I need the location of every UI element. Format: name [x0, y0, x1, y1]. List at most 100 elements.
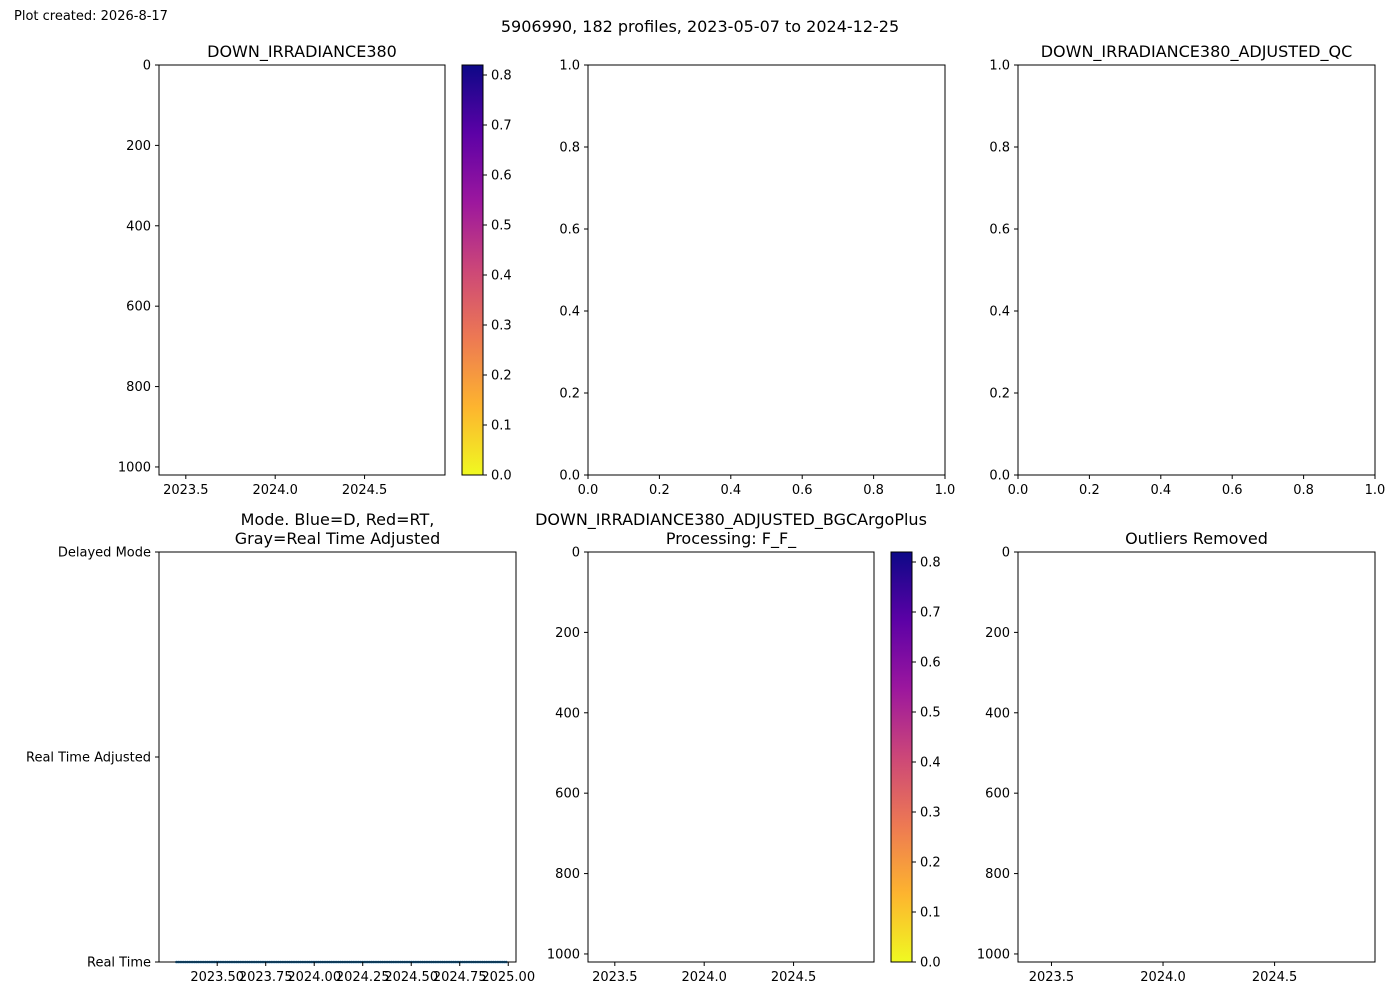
y-tick-label: 400 [126, 219, 151, 234]
colorbar-tick-label: 0.2 [491, 369, 512, 384]
y-tick-label: 200 [985, 626, 1010, 641]
colorbar [462, 65, 483, 475]
y-tick-label: 0 [143, 59, 151, 74]
colorbar [891, 552, 912, 962]
y-tick-label: 1000 [118, 460, 151, 475]
y-tick-label: 0.8 [559, 141, 580, 156]
figure-suptitle: 5906990, 182 profiles, 2023-05-07 to 202… [501, 17, 899, 36]
y-tick-label: 0.0 [559, 469, 580, 484]
plot-area [1018, 552, 1375, 962]
y-tick-label: 600 [126, 300, 151, 315]
y-tick-label: 0.2 [559, 387, 580, 402]
plot-area [588, 65, 945, 475]
x-tick-label: 0.4 [720, 483, 741, 498]
plot-created-note: Plot created: 2026-8-17 [14, 9, 168, 24]
colorbar-tick-label: 0.1 [920, 906, 941, 921]
y-tick-label: 1.0 [989, 59, 1010, 74]
axes-frame [1017, 551, 1376, 963]
colorbar-tick-label: 0.4 [491, 269, 512, 284]
colorbar-tick-label: 0.2 [920, 856, 941, 871]
y-tick-label: 1000 [977, 947, 1010, 962]
colorbar-tick-label: 0.0 [920, 956, 941, 971]
x-tick-label: 0.0 [1008, 483, 1029, 498]
colorbar-tick-label: 0.7 [920, 606, 941, 621]
x-tick-label: 2024.25 [336, 970, 390, 985]
y-tick-label: 400 [555, 706, 580, 721]
y-tick-label: 0.6 [559, 223, 580, 238]
panel-title: Gray=Real Time Adjusted [235, 529, 441, 548]
colorbar-tick-label: 0.5 [491, 219, 512, 234]
colorbar-tick-label: 0.8 [920, 556, 941, 571]
panel-title: Outliers Removed [1125, 529, 1268, 548]
axes-frame [587, 64, 946, 476]
plot-area [159, 65, 445, 475]
panel-p5: 2023.5 2024.0 2024.5 0 200 400 600 800 1000 DOWN_… [535, 510, 941, 985]
colorbar-tick-label: 0.4 [920, 756, 941, 771]
x-tick-label: 0.2 [649, 483, 670, 498]
axes-frame [158, 64, 446, 476]
plot-area [159, 552, 516, 962]
plot-area [1018, 65, 1375, 475]
colorbar-frame [890, 551, 913, 963]
x-tick-label: 2024.5 [771, 970, 817, 985]
colorbar-tick-label: 0.0 [491, 469, 512, 484]
colorbar-tick-label: 0.1 [491, 419, 512, 434]
x-tick-label: 2024.0 [252, 483, 298, 498]
y-tick-label: 0.6 [989, 223, 1010, 238]
panel-title: Mode. Blue=D, Red=RT, [241, 510, 435, 529]
x-tick-label: 0.4 [1150, 483, 1171, 498]
y-tick-label: 600 [985, 787, 1010, 802]
x-tick-label: 0.6 [1222, 483, 1243, 498]
x-tick-label: 2024.5 [342, 483, 388, 498]
colorbar-tick-label: 0.6 [920, 656, 941, 671]
x-tick-label: 0.8 [863, 483, 884, 498]
x-tick-label: 2025.00 [481, 970, 535, 985]
panel-title: DOWN_IRRADIANCE380_ADJUSTED_QC [1041, 42, 1353, 62]
panel-p2: 0.0 0.2 0.4 0.6 0.8 1.0 0.0 0.2 0.4 0.6 0.8 1.0 [559, 59, 955, 499]
x-tick-label: 0.2 [1079, 483, 1100, 498]
panel-p3: 0.0 0.2 0.4 0.6 0.8 1.0 0.0 0.2 0.4 0.6 0.8 1.0 DOWN… [989, 42, 1385, 498]
panel-p6: 2023.5 2024.0 2024.5 0 200 400 600 800 1000 Outli… [977, 529, 1376, 985]
x-tick-label: 0.0 [578, 483, 599, 498]
panel-p4: 2023.502023.752024.002024.252024.502024.… [26, 510, 535, 985]
y-tick-label: 800 [126, 380, 151, 395]
plot-area [588, 552, 874, 962]
colorbar-frame [461, 64, 484, 476]
x-tick-label: 1.0 [1365, 483, 1386, 498]
axes-frame [1017, 64, 1376, 476]
x-tick-label: 2024.75 [433, 970, 487, 985]
y-tick-label: 0.8 [989, 141, 1010, 156]
colorbar-tick-label: 0.5 [920, 706, 941, 721]
panel-title: DOWN_IRRADIANCE380_ADJUSTED_BGCArgoPlus [535, 510, 927, 530]
y-tick-label: 0.0 [989, 469, 1010, 484]
x-tick-label: 0.6 [792, 483, 813, 498]
y-tick-label: 0.4 [559, 305, 580, 320]
x-tick-label: 2023.5 [163, 483, 209, 498]
colorbar-tick-label: 0.7 [491, 119, 512, 134]
y-tick-label: 0.2 [989, 387, 1010, 402]
colorbar-tick-label: 0.8 [491, 69, 512, 84]
colorbar-tick-label: 0.3 [920, 806, 941, 821]
y-tick-label: 800 [555, 867, 580, 882]
panel-title: DOWN_IRRADIANCE380 [207, 42, 397, 62]
y-tick-label: 200 [555, 626, 580, 641]
y-tick-label: 0 [572, 546, 580, 561]
y-tick-label: 0 [1002, 546, 1010, 561]
y-tick-label: Real Time [87, 956, 151, 971]
y-tick-label: 1000 [547, 947, 580, 962]
y-tick-label: 200 [126, 139, 151, 154]
x-tick-label: 2024.5 [1252, 970, 1298, 985]
axes-frame [587, 551, 875, 963]
colorbar-tick-label: 0.3 [491, 319, 512, 334]
y-tick-label: 1.0 [559, 59, 580, 74]
x-tick-label: 2023.75 [239, 970, 293, 985]
x-tick-label: 2024.50 [384, 970, 438, 985]
x-tick-label: 2023.5 [592, 970, 638, 985]
x-tick-label: 2023.50 [190, 970, 244, 985]
y-tick-label: 600 [555, 787, 580, 802]
y-tick-label: Delayed Mode [58, 546, 151, 561]
panel-title: Processing: F_F_ [666, 529, 797, 549]
x-tick-label: 2024.0 [681, 970, 727, 985]
y-tick-label: 0.4 [989, 305, 1010, 320]
